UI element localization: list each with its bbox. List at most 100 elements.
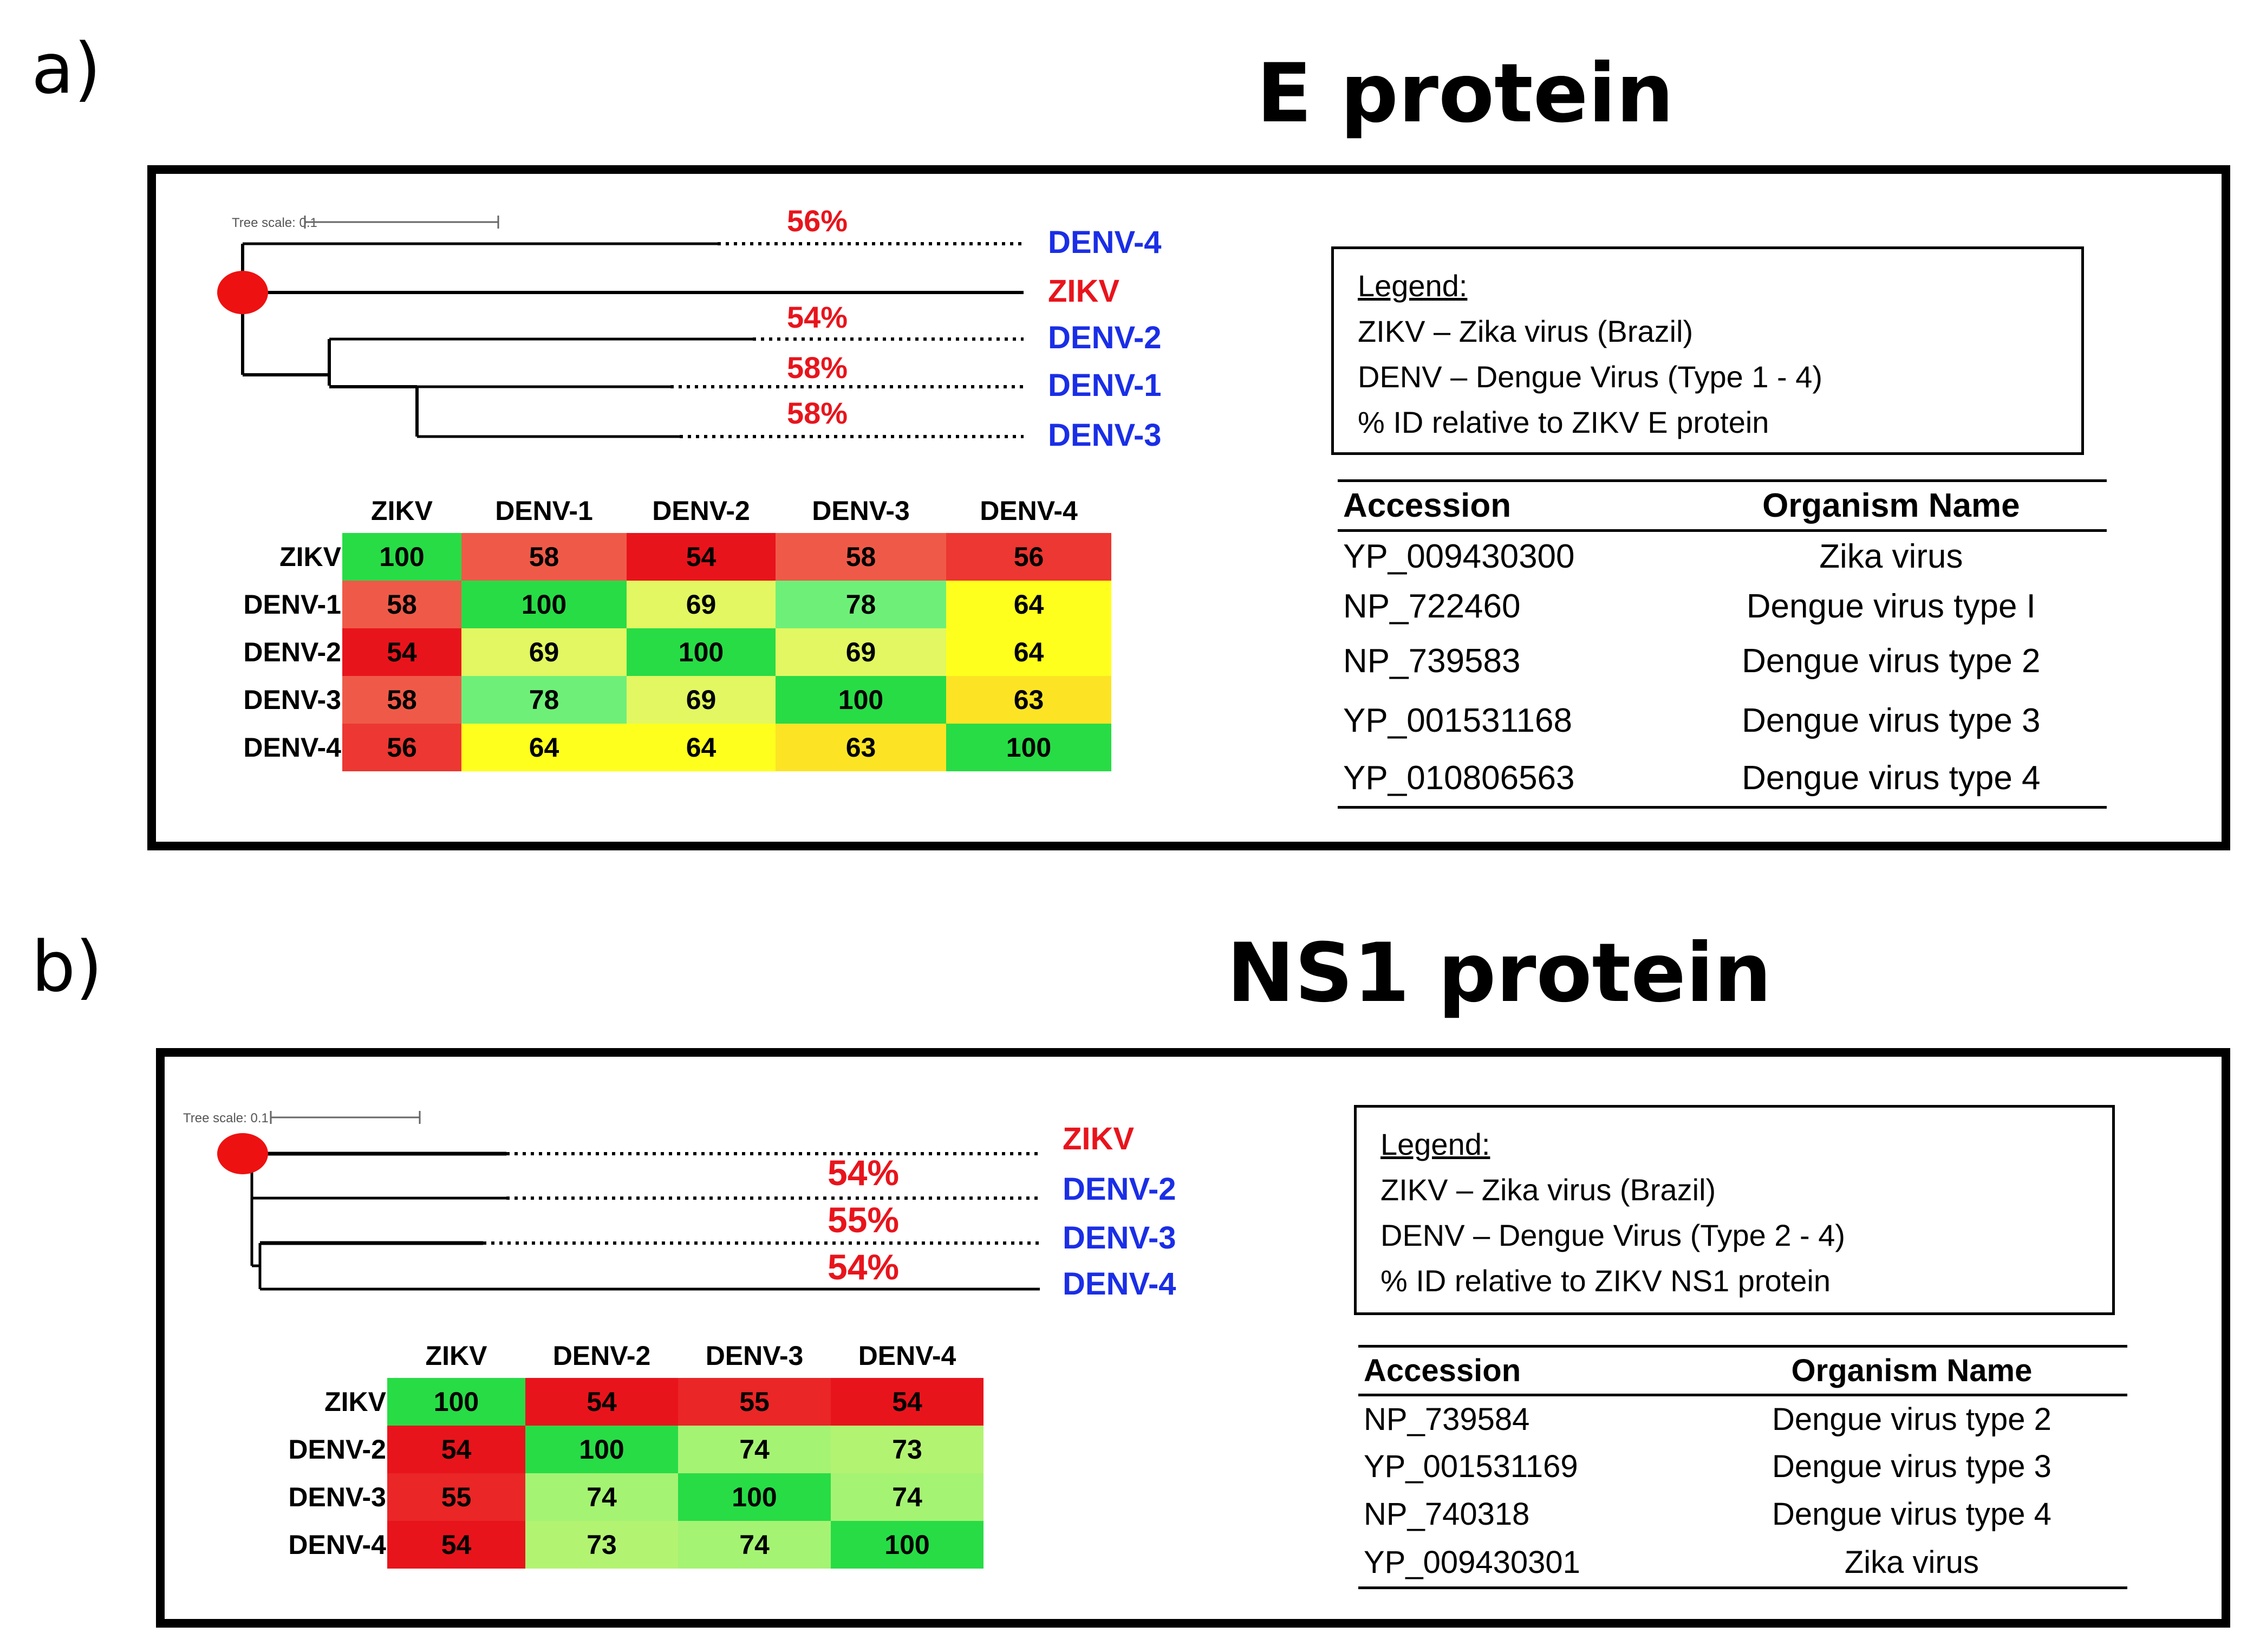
- legend-title: Legend:: [1380, 1127, 1490, 1161]
- accession-id: YP_010806563: [1338, 750, 1676, 809]
- heatmap-col-header: DENV-3: [705, 1341, 804, 1371]
- heatmap-header-row: ZIKV DENV-1 DENV-2 DENV-3 DENV-4: [217, 489, 1111, 533]
- heatmap-cell: 54: [525, 1378, 678, 1426]
- heatmap-cell: 56: [342, 724, 461, 771]
- heatmap-cell: 64: [946, 628, 1111, 676]
- accession-row: NP_739584 Dengue virus type 2: [1358, 1395, 2127, 1443]
- heatmap-cell: 100: [678, 1473, 831, 1521]
- leaf-label: DENV-3: [1063, 1220, 1176, 1256]
- accession-row: YP_010806563 Dengue virus type 4: [1338, 750, 2107, 809]
- organism-name: Dengue virus type I: [1746, 587, 2036, 625]
- legend-title: Legend:: [1358, 269, 1468, 303]
- accession-id: NP_739584: [1364, 1402, 1530, 1438]
- heatmap-row-header: DENV-3: [288, 1482, 386, 1512]
- heatmap-row-header: DENV-4: [288, 1530, 386, 1560]
- organism-col-header: Organism Name: [1675, 479, 2107, 532]
- heatmap-cell: 58: [342, 676, 461, 724]
- accession-id: NP_740318: [1364, 1497, 1530, 1532]
- panel-title: NS1 protein: [1227, 926, 1772, 1020]
- heatmap-cell: 58: [342, 581, 461, 628]
- heatmap-cell: 54: [342, 628, 461, 676]
- organism-name: Zika virus: [1696, 1538, 2127, 1589]
- leaf-label: DENV-4: [1048, 225, 1162, 260]
- identity-label: 56%: [787, 204, 848, 238]
- accession-id: YP_009430300: [1343, 537, 1575, 575]
- heatmap-row: DENV-4 56 64 64 63 100: [217, 724, 1111, 771]
- identity-label: 58%: [787, 396, 848, 430]
- legend-line: DENV – Dengue Virus (Type 1 - 4): [1358, 360, 1823, 394]
- heatmap-cell: 64: [627, 724, 776, 771]
- legend-line: ZIKV – Zika virus (Brazil): [1358, 314, 1694, 348]
- heatmap-row-header: DENV-4: [243, 732, 341, 763]
- organism-name: Dengue virus type 4: [1772, 1497, 2051, 1532]
- identity-label: 54%: [787, 300, 848, 334]
- organism-name: Dengue virus type 2: [1772, 1402, 2051, 1438]
- organism-name: Dengue virus type 4: [1675, 750, 2107, 809]
- heatmap-cell: 69: [627, 676, 776, 724]
- heatmap-cell: 54: [387, 1521, 525, 1569]
- tree-scale-label: Tree scale: 0.1: [232, 216, 317, 230]
- accession-col-header: Accession: [1358, 1345, 1696, 1396]
- heatmap-row-header: DENV-1: [243, 589, 341, 620]
- panel-letter: b): [31, 927, 103, 1007]
- heatmap-row: DENV-3 55 74 100 74: [263, 1473, 984, 1521]
- heatmap-cell: 78: [461, 676, 627, 724]
- accession-id: NP_722460: [1343, 587, 1521, 625]
- heatmap-col-header: DENV-3: [812, 496, 910, 526]
- legend-box: Legend: ZIKV – Zika virus (Brazil) DENV …: [1354, 1105, 2115, 1315]
- heatmap-row-header: DENV-3: [243, 685, 341, 715]
- organism-name: Zika virus: [1819, 537, 1963, 575]
- identity-label: 55%: [828, 1200, 899, 1240]
- organism-name: Dengue virus type 2: [1742, 642, 2041, 680]
- legend-line: ZIKV – Zika virus (Brazil): [1380, 1173, 1716, 1207]
- panel-frame: [147, 165, 2230, 850]
- heatmap-col-header: DENV-2: [652, 496, 750, 526]
- heatmap-cell: 100: [627, 628, 776, 676]
- accession-header-row: Accession Organism Name: [1358, 1345, 2127, 1396]
- heatmap-row-header: DENV-2: [243, 637, 341, 667]
- organism-col-header: Organism Name: [1696, 1345, 2127, 1396]
- heatmap-col-header: DENV-4: [858, 1341, 956, 1371]
- heatmap-row: DENV-2 54 100 74 73: [263, 1426, 984, 1473]
- accession-row: NP_740318 Dengue virus type 4: [1358, 1491, 2127, 1538]
- heatmap-cell: 78: [776, 581, 946, 628]
- heatmap-cell: 74: [678, 1521, 831, 1569]
- heatmap-row: DENV-3 58 78 69 100 63: [217, 676, 1111, 724]
- accession-row: NP_739583 Dengue virus type 2: [1338, 632, 2107, 691]
- leaf-label: DENV-2: [1048, 320, 1162, 355]
- heatmap-corner: [263, 1334, 387, 1378]
- legend-line: DENV – Dengue Virus (Type 2 - 4): [1380, 1218, 1846, 1252]
- accession-table: Accession Organism Name NP_739584 Dengue…: [1358, 1345, 2127, 1589]
- root-node-marker: [217, 1133, 268, 1174]
- heatmap-cell: 69: [627, 581, 776, 628]
- identity-heatmap: ZIKV DENV-1 DENV-2 DENV-3 DENV-4 ZIKV 10…: [217, 489, 1111, 771]
- accession-table: Accession Organism Name YP_009430300 Zik…: [1338, 479, 2107, 809]
- panel-title: E protein: [1256, 47, 1674, 141]
- heatmap-cell: 58: [461, 533, 627, 581]
- accession-header-row: Accession Organism Name: [1338, 479, 2107, 532]
- heatmap-header-row: ZIKV DENV-2 DENV-3 DENV-4: [263, 1334, 984, 1378]
- leaf-label: DENV-4: [1063, 1266, 1176, 1302]
- identity-label: 54%: [828, 1247, 899, 1287]
- heatmap-cell: 100: [946, 724, 1111, 771]
- heatmap-cell: 55: [678, 1378, 831, 1426]
- heatmap-cell: 64: [946, 581, 1111, 628]
- heatmap-col-header: DENV-2: [552, 1341, 651, 1371]
- heatmap-cell: 63: [946, 676, 1111, 724]
- legend-line: % ID relative to ZIKV E protein: [1358, 405, 1769, 439]
- identity-label: 58%: [787, 350, 848, 385]
- tree-scale-label: Tree scale: 0.1: [183, 1111, 269, 1126]
- accession-id: NP_739583: [1343, 642, 1521, 680]
- heatmap-cell: 64: [461, 724, 627, 771]
- panel-frame: [156, 1048, 2230, 1628]
- identity-heatmap: ZIKV DENV-2 DENV-3 DENV-4 ZIKV 100 54 55…: [263, 1334, 984, 1569]
- leaf-label: ZIKV: [1048, 274, 1119, 309]
- heatmap-row-header: ZIKV: [279, 542, 341, 572]
- accession-col-header: Accession: [1338, 479, 1676, 532]
- legend-line: % ID relative to ZIKV NS1 protein: [1380, 1264, 1831, 1298]
- heatmap-cell: 100: [525, 1426, 678, 1473]
- heatmap-cell: 69: [776, 628, 946, 676]
- accession-id: YP_001531168: [1343, 702, 1572, 739]
- accession-row: YP_009430300 Zika virus: [1338, 531, 2107, 581]
